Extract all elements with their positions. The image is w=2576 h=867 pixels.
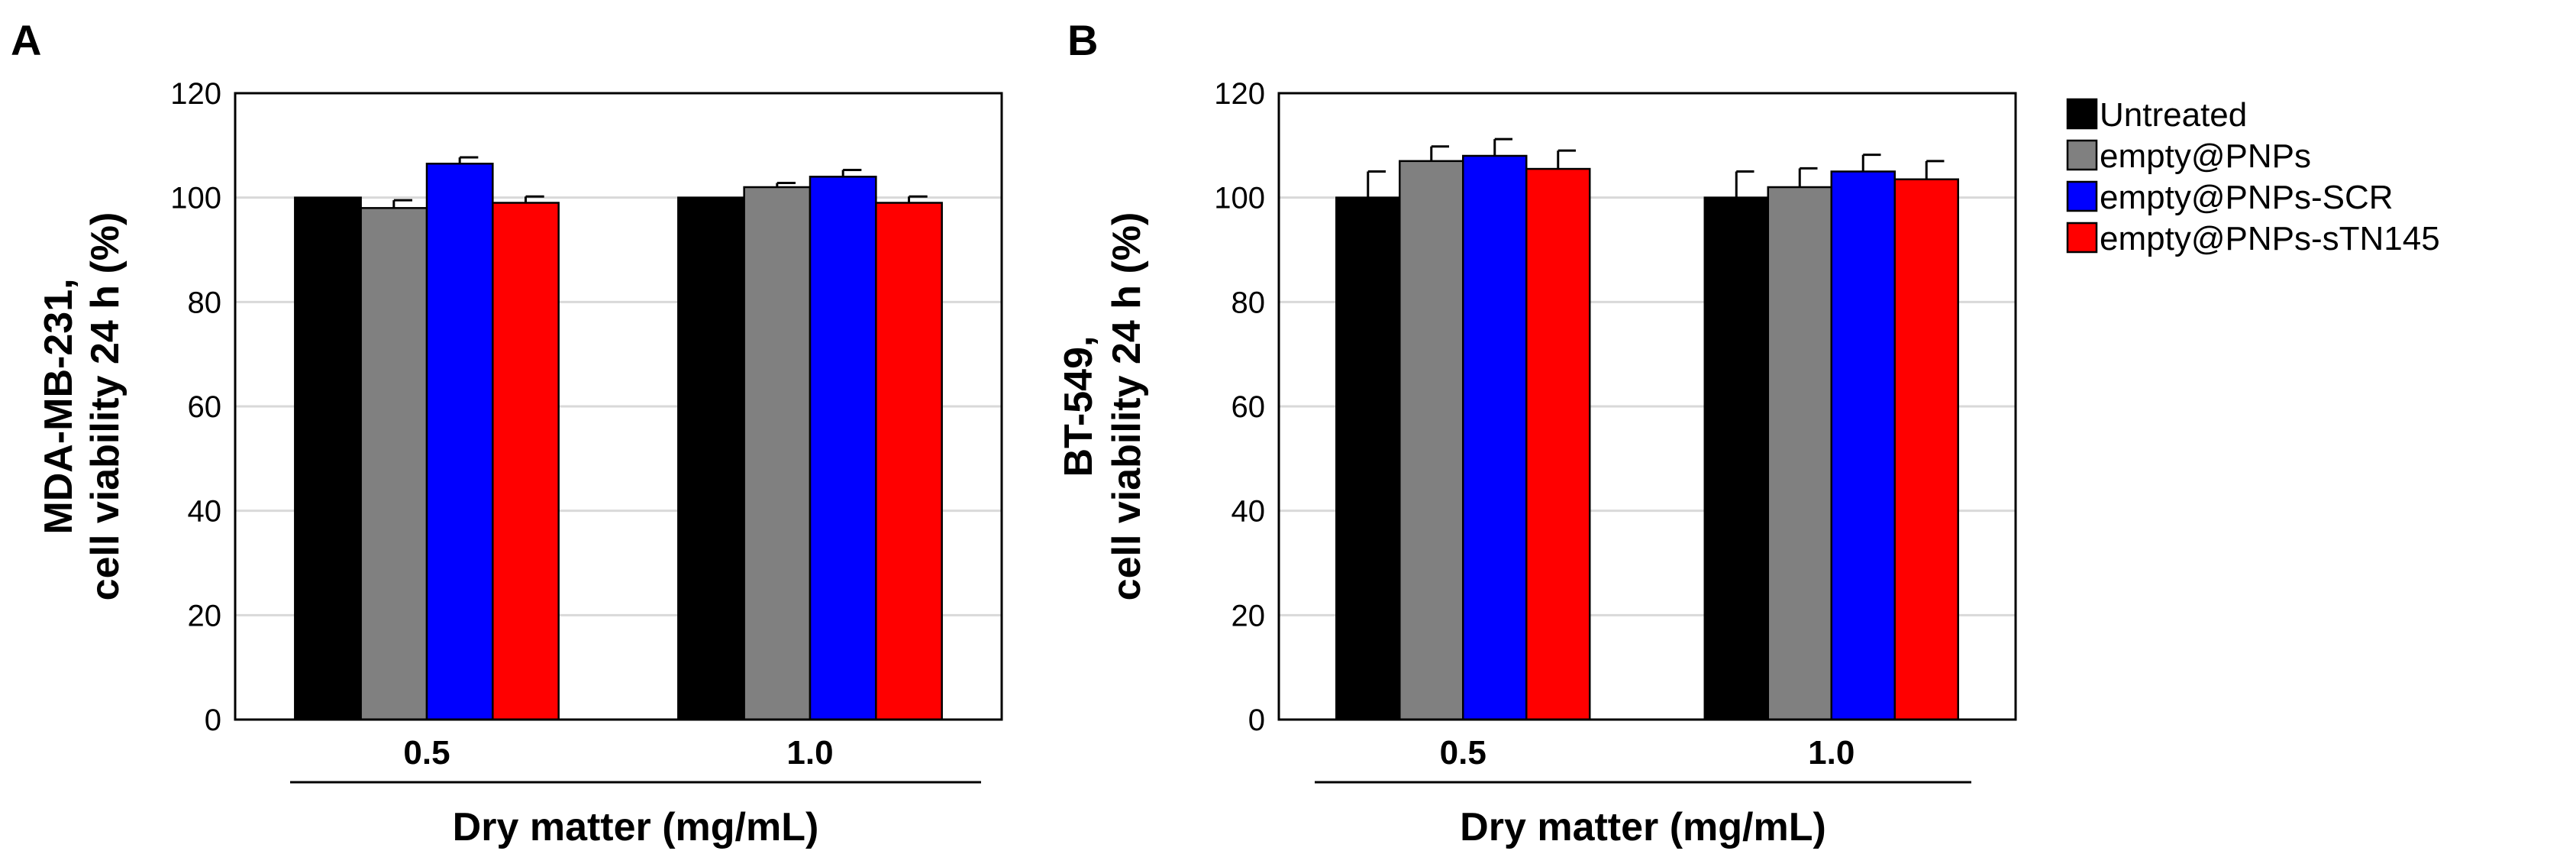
legend-label-untreated: Untreated — [2100, 96, 2247, 134]
panel-a-category-label: 1.0 — [786, 734, 833, 772]
legend-label-empty-pnps: empty@PNPs — [2100, 137, 2311, 175]
panel-a-ytick-label: 80 — [188, 286, 222, 319]
panel-a-plot-frame — [234, 92, 1003, 721]
panel-b-bar-untreated-1 — [1703, 196, 1770, 721]
panel-a-ylabel-line-2: cell viability 24 h (%) — [83, 212, 128, 601]
panel-b-ytick-label: 60 — [1232, 390, 1266, 424]
panel-b-bar-empty-pnps-stn145-1 — [1893, 178, 1959, 721]
panel-b-category-label: 1.0 — [1808, 734, 1855, 772]
legend-swatch-untreated — [2066, 98, 2098, 130]
panel-b-bar-empty-pnps-scr-0 — [1462, 154, 1528, 721]
panel-a-ytick-label: 20 — [188, 599, 222, 632]
panel-a-xlabel: Dry matter (mg/mL) — [453, 805, 819, 849]
panel-a-bar-empty-pnps-stn145-1 — [875, 202, 943, 721]
panel-b-ytick-label: 0 — [1248, 704, 1265, 737]
panel-a-letter: A — [11, 16, 41, 64]
panel-b-bar-empty-pnps-0 — [1399, 160, 1464, 721]
panel-a-ylabel-line-1: MDA-MB-231, — [37, 278, 81, 534]
panel-b-ylabel-line-1: BT-549, — [1057, 336, 1101, 477]
panel-b-bar-empty-pnps-1 — [1767, 186, 1833, 721]
panel-b-ytick-label: 100 — [1214, 182, 1265, 215]
panel-b-ytick-label: 40 — [1232, 495, 1266, 529]
panel-b-category-label: 0.5 — [1440, 734, 1487, 772]
panel-a-bar-empty-pnps-scr-0 — [425, 163, 494, 721]
panel-a-bar-empty-pnps-1 — [743, 186, 812, 721]
panel-b-ylabel-line-2: cell viability 24 h (%) — [1105, 212, 1149, 601]
panel-b-bar-empty-pnps-stn145-0 — [1525, 167, 1591, 721]
panel-b-xlabel: Dry matter (mg/mL) — [1460, 805, 1826, 849]
legend-swatch-empty-pnps — [2066, 139, 2098, 171]
panel-a-ytick-label: 100 — [170, 182, 221, 215]
panel-a-bar-untreated-0 — [294, 196, 362, 721]
panel-b-ytick-label: 20 — [1232, 599, 1266, 632]
panel-a-ytick-label: 0 — [205, 704, 221, 737]
panel-b-letter: B — [1067, 16, 1098, 64]
panel-a-bar-empty-pnps-stn145-0 — [492, 202, 560, 721]
panel-a-ytick-label: 40 — [188, 495, 222, 529]
panel-a-ytick-label: 120 — [170, 77, 221, 111]
panel-a-category-label: 0.5 — [403, 734, 450, 772]
panel-b-bar-untreated-0 — [1335, 196, 1401, 721]
panel-b-plot-frame — [1277, 92, 2017, 721]
panel-b-bar-empty-pnps-scr-1 — [1830, 170, 1896, 721]
panel-a-bar-empty-pnps-0 — [360, 207, 428, 721]
legend-label-empty-pnps-stn145: empty@PNPs-sTN145 — [2100, 220, 2440, 257]
panel-a-ytick-label: 60 — [188, 390, 222, 424]
legend-swatch-empty-pnps-scr — [2066, 180, 2098, 212]
panel-a-bar-empty-pnps-scr-1 — [809, 176, 877, 721]
legend-swatch-empty-pnps-stn145 — [2066, 222, 2098, 254]
panel-a-bar-untreated-1 — [677, 196, 745, 721]
panel-b-ytick-label: 80 — [1232, 286, 1266, 319]
panel-b-ytick-label: 120 — [1214, 77, 1265, 111]
legend-label-empty-pnps-scr: empty@PNPs-SCR — [2100, 179, 2394, 216]
